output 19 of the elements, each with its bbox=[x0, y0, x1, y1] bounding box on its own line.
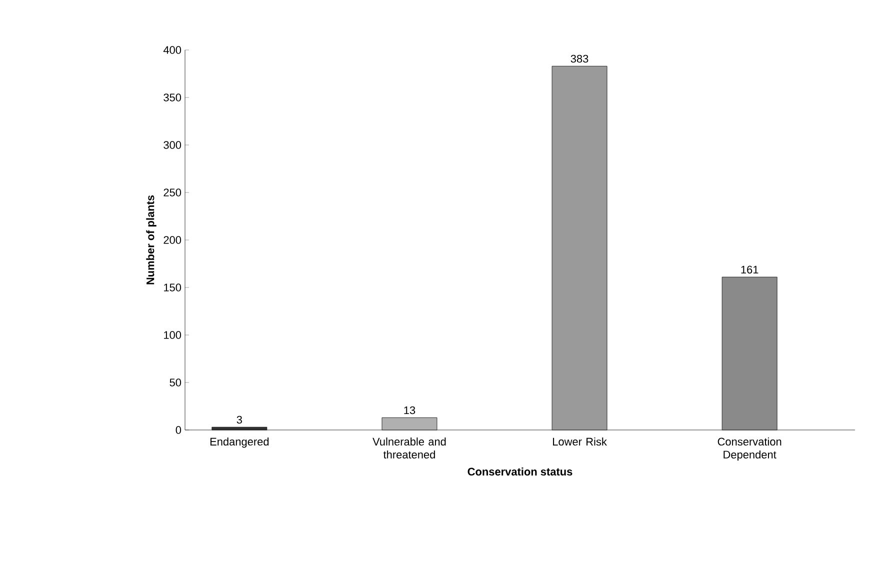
data-label: 13 bbox=[404, 406, 416, 414]
data-label: 3 bbox=[236, 416, 242, 424]
y-tick-label: 300 bbox=[164, 141, 182, 149]
y-tick-label: 100 bbox=[164, 331, 182, 339]
x-tick-label: Conservation Dependent bbox=[718, 438, 782, 461]
y-tick-label: 50 bbox=[170, 378, 182, 386]
x-tick-label: Vulnerable and threatened bbox=[372, 438, 446, 459]
y-axis-title: Number of plants bbox=[146, 195, 156, 284]
x-tick-label: Endangered bbox=[210, 438, 269, 448]
x-tick-label: Lower Risk bbox=[553, 438, 607, 446]
y-tick-label: 200 bbox=[164, 236, 182, 244]
y-tick-label: 250 bbox=[164, 188, 182, 196]
data-label: 383 bbox=[570, 54, 588, 63]
data-label: 161 bbox=[741, 266, 758, 274]
y-tick-label: 350 bbox=[164, 94, 182, 102]
x-axis-title: Conservation status bbox=[468, 468, 572, 476]
y-tick-label: 400 bbox=[163, 46, 182, 54]
y-tick-label: 150 bbox=[164, 284, 182, 292]
y-tick-label: 0 bbox=[176, 426, 182, 434]
